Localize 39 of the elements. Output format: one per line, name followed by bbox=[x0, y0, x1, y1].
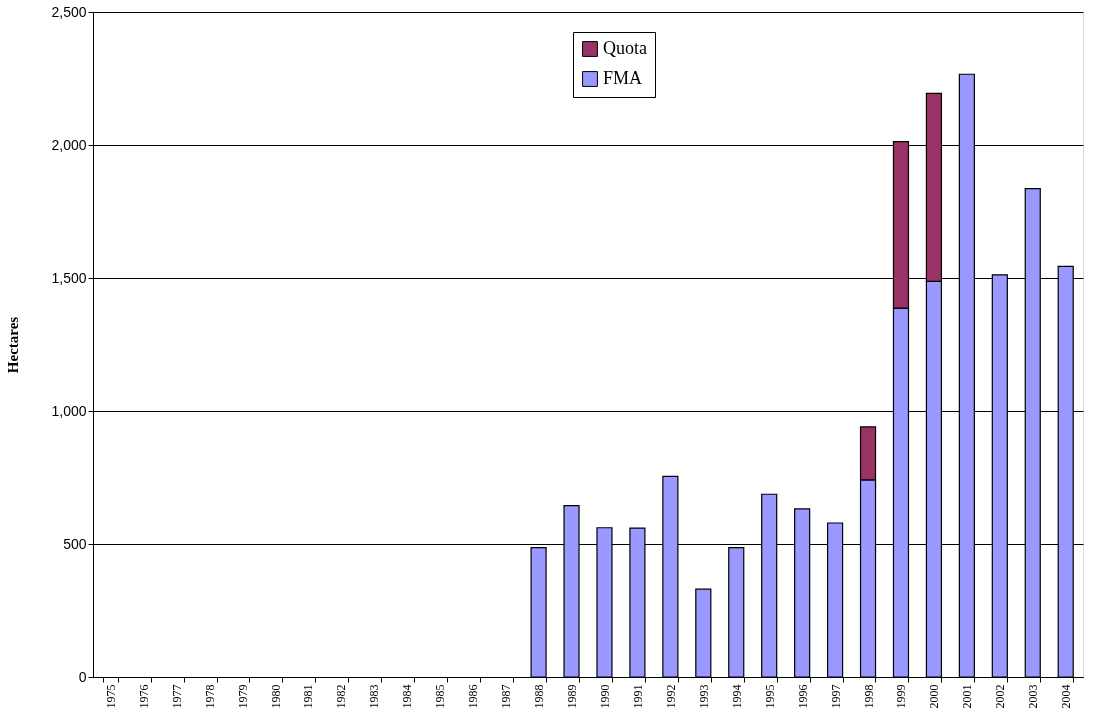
x-tick-label: 2000 bbox=[927, 684, 942, 709]
x-tick-label: 1979 bbox=[235, 684, 250, 709]
y-tick-label: 1,000 bbox=[51, 402, 87, 419]
x-tick-label: 1985 bbox=[433, 684, 448, 709]
x-tick-label: 1988 bbox=[532, 684, 547, 709]
x-tick-label: 1993 bbox=[696, 684, 711, 709]
x-tick-label: 1997 bbox=[828, 684, 843, 709]
legend-label: FMA bbox=[603, 68, 643, 88]
x-tick-label: 1977 bbox=[169, 684, 184, 709]
x-tick-label: 1980 bbox=[268, 684, 283, 709]
x-tick-label: 2001 bbox=[960, 684, 975, 709]
x-tick-label: 1991 bbox=[630, 684, 645, 709]
y-tick-label: 0 bbox=[78, 668, 87, 685]
x-tick-label: 1983 bbox=[367, 684, 382, 709]
x-tick-label: 2002 bbox=[993, 684, 1008, 709]
legend-label: Quota bbox=[603, 38, 647, 58]
x-tick-label: 1987 bbox=[499, 684, 514, 709]
x-tick-label: 1995 bbox=[762, 684, 777, 709]
y-tick-label: 2,500 bbox=[51, 3, 87, 20]
x-tick-label: 2004 bbox=[1059, 684, 1074, 709]
x-tick-label: 1992 bbox=[663, 684, 678, 709]
x-tick-label: 1989 bbox=[565, 684, 580, 709]
x-tick-label: 1999 bbox=[894, 684, 909, 709]
x-tick-label: 1976 bbox=[136, 684, 151, 709]
y-axis-title: Hectares bbox=[5, 316, 22, 374]
x-tick-label: 2003 bbox=[1026, 684, 1041, 709]
x-tick-label: 1984 bbox=[400, 684, 415, 709]
y-tick-label: 1,500 bbox=[51, 269, 87, 286]
x-tick-label: 1998 bbox=[861, 684, 876, 709]
x-tick-label: 1981 bbox=[301, 684, 316, 709]
x-tick-label: 1978 bbox=[202, 684, 217, 709]
x-tick-label: 1996 bbox=[795, 684, 810, 709]
x-tick-label: 1986 bbox=[466, 684, 481, 709]
x-tick-label: 1982 bbox=[334, 684, 349, 709]
x-tick-label: 1975 bbox=[103, 684, 118, 709]
y-tick-label: 500 bbox=[63, 535, 87, 552]
y-tick-label: 2,000 bbox=[51, 136, 87, 153]
x-tick-label: 1990 bbox=[597, 684, 612, 709]
x-tick-label: 1994 bbox=[729, 684, 744, 709]
